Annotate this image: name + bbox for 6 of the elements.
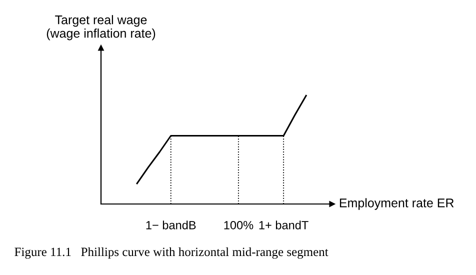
y-axis-title: Target real wage (wage inflation rate) [46, 15, 156, 40]
x-tick-label: 1+ bandT [259, 220, 308, 230]
x-tick-label: 100% [224, 220, 254, 230]
caption: Figure 11.1 Phillips curve with horizontal mid-range segment [14, 247, 328, 259]
x-axis-title: Employment rate ER [340, 198, 454, 210]
x-tick-label: 1− bandB [146, 220, 196, 230]
